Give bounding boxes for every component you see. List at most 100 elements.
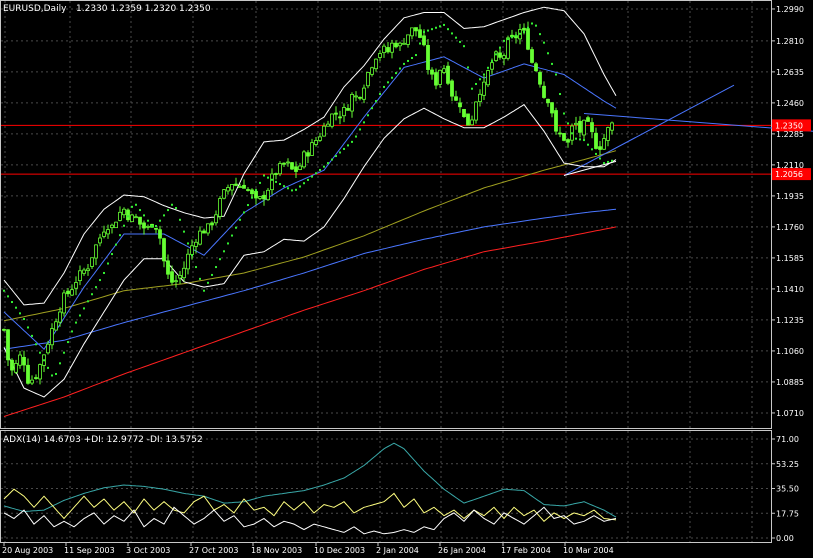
price-plot-area[interactable]: 1.2350 1.2056	[1, 6, 813, 417]
candle-body	[158, 229, 162, 239]
psar-dot	[315, 172, 317, 175]
date-tick-label: 10 Mar 2004	[563, 546, 614, 555]
psar-dot	[371, 107, 373, 110]
candle-body	[534, 63, 538, 72]
candle-body	[70, 289, 74, 296]
psar-dot	[319, 168, 321, 171]
candle-body	[446, 65, 450, 84]
psar-dot	[487, 66, 489, 69]
trendline-rising[interactable]	[563, 84, 735, 176]
candle-body	[298, 165, 302, 170]
psar-dot	[155, 225, 157, 228]
psar-dot	[295, 188, 297, 191]
candle-body	[546, 98, 550, 104]
candle-body	[238, 186, 242, 188]
price-marker-box[interactable]	[772, 119, 811, 132]
psar-dot	[211, 273, 213, 276]
psar-dot	[243, 211, 245, 214]
trendline-support[interactable]	[563, 160, 617, 177]
psar-dot	[483, 73, 485, 76]
ma-blue-line	[3, 208, 617, 350]
psar-dot	[339, 151, 341, 154]
psar-dot	[143, 214, 145, 217]
psar-dot	[235, 226, 237, 229]
psar-dot	[75, 321, 77, 324]
candle-body	[330, 113, 334, 127]
candle-body	[430, 69, 434, 75]
date-tick-label: 26 Jan 2004	[438, 546, 486, 555]
psar-dot	[547, 52, 549, 55]
date-tick-label: 27 Oct 2003	[189, 546, 238, 555]
candle-body	[186, 253, 190, 270]
psar-dot	[567, 122, 569, 125]
candle-body	[106, 229, 110, 235]
candle-body	[102, 231, 106, 237]
psar-dot	[595, 152, 597, 155]
candle-body	[294, 166, 298, 172]
candle-body	[270, 173, 274, 191]
candle-body	[498, 52, 502, 58]
price-marker-box[interactable]	[772, 168, 811, 181]
price-tick-label: 1.2285	[776, 130, 804, 139]
candle-body	[314, 140, 318, 145]
psar-dot	[287, 187, 289, 190]
psar-dot	[239, 218, 241, 221]
candle-body	[354, 95, 358, 98]
psar-dot	[163, 214, 165, 217]
psar-dot	[579, 138, 581, 141]
candle-body	[478, 93, 482, 103]
candle-body	[54, 321, 58, 331]
candle-body	[190, 245, 194, 255]
psar-dot	[459, 40, 461, 43]
ma-red-line	[3, 226, 617, 417]
candle-body	[426, 44, 430, 70]
psar-dot	[67, 341, 69, 344]
psar-dot	[503, 39, 505, 42]
adx-axis: 71.00 53.25 35.50 17.75 0.00	[771, 435, 799, 543]
psar-dot	[183, 230, 185, 233]
candle-body	[266, 189, 270, 201]
psar-dot	[187, 242, 189, 245]
price-tick-label: 1.2810	[776, 37, 804, 46]
psar-dot	[203, 289, 205, 292]
adx-panel-frame	[0, 430, 772, 543]
candle-body	[94, 244, 98, 259]
candle-body	[322, 125, 326, 137]
candle-body	[586, 117, 590, 122]
psar-dot	[491, 60, 493, 63]
psar-dot	[443, 23, 445, 26]
candle-body	[342, 107, 346, 117]
price-axis: 1.2990 1.2810 1.2635 1.2460 1.2285 1.2110 1.19…	[771, 5, 804, 418]
candle-body	[338, 116, 342, 119]
psar-dot	[323, 165, 325, 168]
psar-dot	[175, 207, 177, 210]
psar-dot	[479, 78, 481, 81]
candle-body	[590, 122, 594, 133]
candle-body	[606, 127, 610, 141]
candle-body	[490, 62, 494, 70]
psar-dot	[571, 132, 573, 135]
psar-dot	[79, 314, 81, 317]
candle-body	[242, 184, 246, 189]
candle-body	[130, 214, 134, 223]
candle-body	[202, 230, 206, 234]
price-tick-label: 1.2635	[776, 68, 804, 77]
psar-dot	[551, 62, 553, 65]
candle-body	[382, 45, 386, 53]
psar-dot	[107, 262, 109, 265]
adx-plot-area[interactable]	[3, 442, 617, 535]
psar-dot	[439, 25, 441, 28]
candle-body	[434, 72, 438, 86]
psar-dot	[47, 366, 49, 369]
adx-panel-title: ADX(14) 14.6703 +DI: 12.9772 -DI: 13.575…	[3, 435, 203, 445]
psar-dot	[383, 85, 385, 88]
psar-dot	[379, 93, 381, 96]
adx-tick-label: 53.25	[776, 460, 799, 469]
candle-body	[482, 81, 486, 96]
psar-dot	[455, 36, 457, 39]
candle-body	[506, 37, 510, 59]
psar-dot	[299, 185, 301, 188]
psar-dot	[159, 219, 161, 222]
candle-body	[182, 267, 186, 279]
candle-body	[486, 70, 490, 86]
